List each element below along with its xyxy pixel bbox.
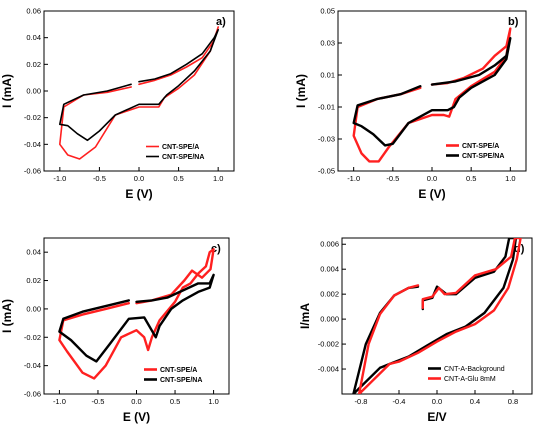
series-line-cnt-spe-a <box>352 27 512 163</box>
y-tick-label: 0.006 <box>320 240 339 249</box>
y-axis-title: I (mA) <box>0 299 14 333</box>
x-tick-label: -1.0 <box>347 174 360 183</box>
x-tick-label: -0.5 <box>91 397 104 406</box>
y-tick-label: 0.00 <box>26 87 41 96</box>
y-tick-label: -0.02 <box>24 333 41 342</box>
x-tick-label: -1.0 <box>53 397 66 406</box>
y-tick-label: 0.002 <box>320 290 339 299</box>
y-tick-label: -0.04 <box>24 361 41 370</box>
x-tick-label: 0.5 <box>173 174 183 183</box>
y-tick-label: -0.06 <box>24 390 41 399</box>
y-tick-label: 0.05 <box>320 7 335 16</box>
y-axis-title: I/mA <box>298 303 312 329</box>
y-tick-label: 0.04 <box>26 33 41 42</box>
x-tick-label: 1.0 <box>505 174 515 183</box>
y-tick-label: 0.000 <box>320 315 339 324</box>
legend-label: CNT-SPE/A <box>462 143 499 150</box>
y-tick-label: -0.04 <box>24 140 41 149</box>
series-line-cnt-spe-na <box>352 37 512 147</box>
panel-b: -1.0 -0.5 0.0 0.5 1.0 -0.05 -0.03 -0.01 0.01 0.03… <box>294 7 527 201</box>
y-tick-label: -0.05 <box>318 167 335 176</box>
legend-label: CNT-A-Glu 8mM <box>444 376 496 383</box>
y-tick-label: 0.01 <box>320 71 335 80</box>
panel-letter: b) <box>508 16 519 28</box>
panel-c: -1.0 -0.5 0.0 0.5 1.0 -0.06 -0.04 -0.02 0.00 0.02… <box>0 237 230 424</box>
x-axis-title: E (V) <box>123 410 150 424</box>
y-tick-label: 0.004 <box>320 265 339 274</box>
y-tick-label: -0.06 <box>24 167 41 176</box>
x-axis-title: E (V) <box>125 187 152 201</box>
y-tick-label: 0.06 <box>26 7 41 16</box>
panel-letter: c) <box>211 243 221 255</box>
legend-label: CNT-SPE/NA <box>162 154 204 161</box>
y-tick-label: 0.02 <box>26 60 41 69</box>
series-line-cnt-spe-na <box>59 28 219 142</box>
panel-a: -1.0 -0.5 0.0 0.5 1.0 -0.06 -0.04 -0.02 0.00 0.02… <box>0 7 235 201</box>
x-tick-label: 0.8 <box>508 397 518 406</box>
x-tick-label: 1.0 <box>213 174 223 183</box>
x-tick-label: 0.0 <box>131 397 141 406</box>
y-axis-title: I (mA) <box>294 74 308 108</box>
y-tick-label: -0.02 <box>24 113 41 122</box>
legend: CNT-A-Background CNT-A-Glu 8mM <box>428 366 505 383</box>
x-tick-label: -0.5 <box>93 174 106 183</box>
x-tick-label: -0.8 <box>355 397 368 406</box>
x-tick-label: 1.0 <box>208 397 218 406</box>
x-tick-label: -0.5 <box>386 174 399 183</box>
legend-label: CNT-SPE/NA <box>160 377 202 384</box>
series-line-cnt-spe-a <box>58 248 215 380</box>
legend-label: CNT-A-Background <box>444 366 505 373</box>
series-line-cnt-a-glu-8mm <box>357 238 522 394</box>
x-tick-label: 0.0 <box>134 174 144 183</box>
y-tick-label: 0.03 <box>320 39 335 48</box>
x-tick-label: 0.0 <box>432 397 442 406</box>
x-tick-label: 0.4 <box>470 397 480 406</box>
series-line-cnt-spe-na <box>58 273 215 363</box>
y-tick-label: 0.04 <box>26 248 41 257</box>
x-tick-label: 0.5 <box>466 174 476 183</box>
y-axis-title: I (mA) <box>0 74 14 108</box>
y-tick-label: -0.004 <box>318 365 339 374</box>
legend: CNT-SPE/A CNT-SPE/NA <box>446 143 504 160</box>
x-tick-label: -0.4 <box>393 397 406 406</box>
x-tick-label: 0.5 <box>170 397 180 406</box>
legend-label: CNT-SPE/A <box>162 144 199 151</box>
legend-label: CNT-SPE/NA <box>462 153 504 160</box>
y-tick-label: -0.01 <box>318 103 335 112</box>
y-tick-label: -0.03 <box>318 135 335 144</box>
legend-label: CNT-SPE/A <box>160 367 197 374</box>
series-line-cnt-spe-a <box>59 26 219 160</box>
y-tick-label: 0.02 <box>26 276 41 285</box>
x-axis-title: E (V) <box>418 187 445 201</box>
plot-frame <box>43 10 235 172</box>
legend: CNT-SPE/A CNT-SPE/NA <box>144 367 202 384</box>
y-tick-label: -0.002 <box>318 340 339 349</box>
panel-d: -0.8 -0.4 0.0 0.4 0.8 -0.004 -0.002 0.000 0.002 0… <box>298 237 533 424</box>
x-tick-label: -1.0 <box>53 174 66 183</box>
x-tick-label: 0.0 <box>427 174 437 183</box>
legend: CNT-SPE/A CNT-SPE/NA <box>146 144 204 161</box>
y-tick-label: 0.00 <box>26 304 41 313</box>
x-axis-title: E/V <box>427 410 446 424</box>
panel-letter: a) <box>216 16 226 28</box>
